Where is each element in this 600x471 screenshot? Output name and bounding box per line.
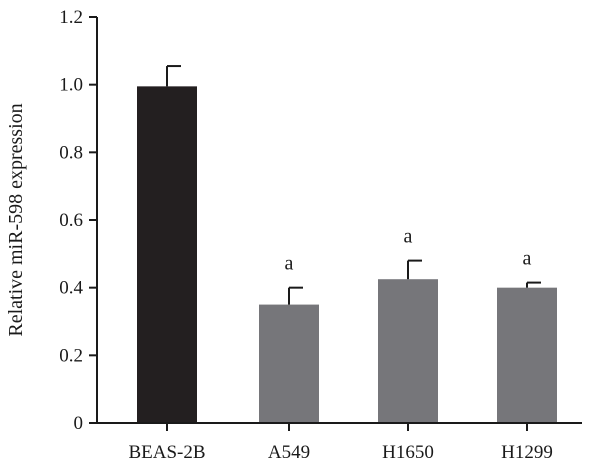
significance-label: a	[404, 226, 413, 248]
significance-label: a	[523, 248, 532, 270]
y-tick-label: 1.0	[59, 75, 83, 96]
y-tick-label: 0	[74, 413, 84, 434]
plot-area: BEAS-2B a A549 a H1650 a H1299 0 0.2 0.4 0.6 0.8 1.0…	[59, 7, 582, 463]
y-tick-label: 0.8	[59, 142, 83, 163]
x-tick-label: H1299	[501, 442, 553, 463]
bar-h1299	[497, 287, 557, 423]
x-tick-label: A549	[268, 442, 310, 463]
y-tick-label: 0.6	[59, 210, 83, 231]
bar-beas-2b	[137, 86, 197, 423]
y-tick-label: 1.2	[59, 7, 83, 28]
bar-a549	[259, 304, 319, 423]
x-tick-label: BEAS-2B	[128, 442, 205, 463]
y-tick-label: 0.2	[59, 345, 83, 366]
y-tick-label: 0.4	[59, 278, 83, 299]
y-axis-label: Relative miR-598 expression	[5, 103, 27, 336]
x-tick-label: H1650	[382, 442, 434, 463]
bar-h1650	[378, 279, 438, 423]
significance-label: a	[285, 253, 294, 275]
